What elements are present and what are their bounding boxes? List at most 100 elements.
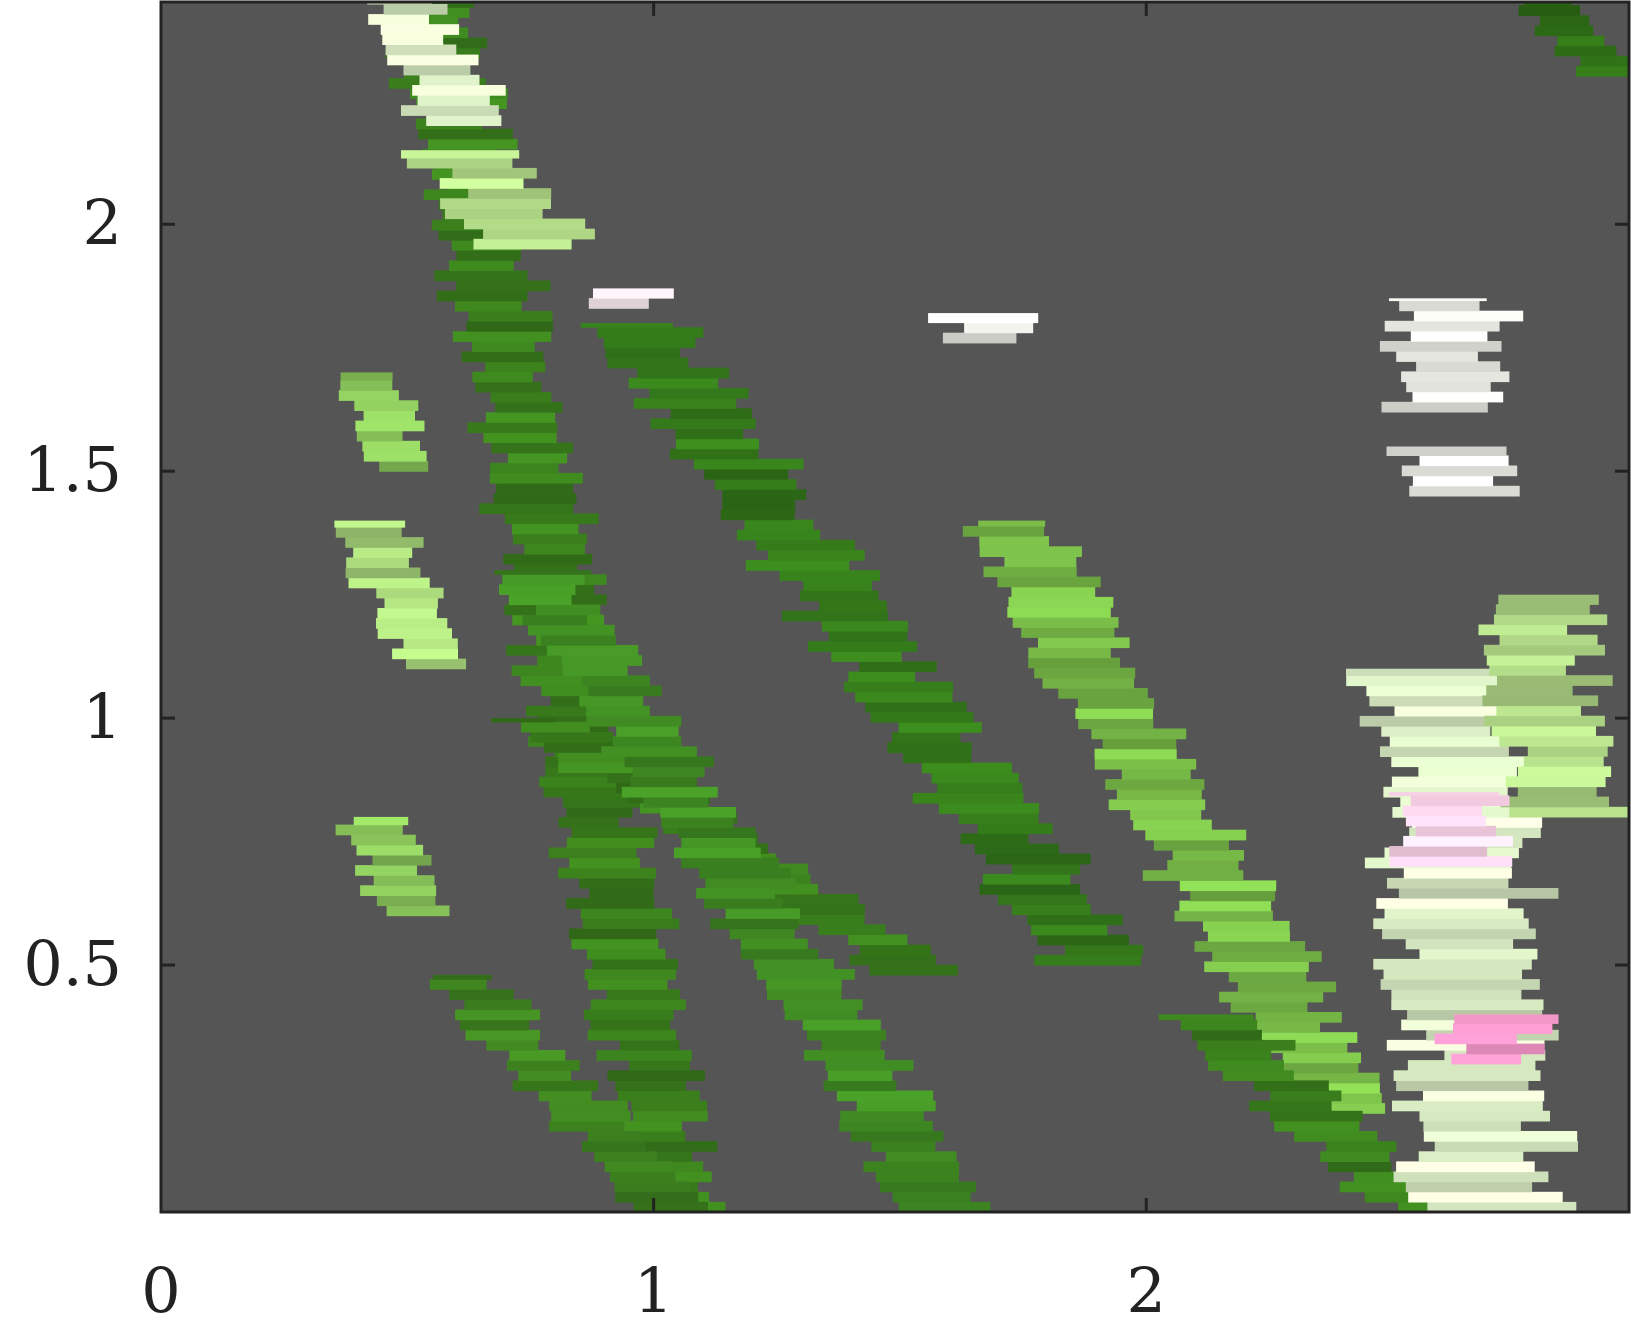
heatmap-cell bbox=[1499, 735, 1614, 747]
heatmap-cell bbox=[485, 412, 556, 423]
heatmap-cell bbox=[1418, 1151, 1524, 1162]
heatmap-cell bbox=[1454, 1014, 1559, 1024]
heatmap-cell bbox=[530, 732, 614, 743]
heatmap-cell bbox=[541, 685, 613, 697]
heatmap-cell bbox=[440, 198, 551, 209]
heatmap-cell bbox=[1497, 675, 1613, 686]
heatmap-cell bbox=[823, 1080, 897, 1092]
heatmap-cell bbox=[747, 883, 819, 895]
heatmap-cell bbox=[1274, 1120, 1360, 1132]
heatmap-cell bbox=[392, 648, 458, 660]
heatmap-cell bbox=[714, 479, 797, 490]
heatmap-cell bbox=[1478, 624, 1568, 636]
heatmap-cell bbox=[417, 95, 490, 106]
heatmap-cell bbox=[649, 388, 749, 399]
heatmap-cell bbox=[800, 590, 879, 602]
heatmap-cell bbox=[1255, 1012, 1342, 1023]
heatmap-cell bbox=[548, 1120, 625, 1132]
heatmap-cell bbox=[562, 796, 644, 808]
heatmap-cell bbox=[960, 833, 1029, 845]
heatmap-cell bbox=[825, 1060, 914, 1071]
heatmap-cell bbox=[348, 577, 430, 589]
heatmap-cell bbox=[401, 150, 520, 159]
heatmap-cell bbox=[1409, 485, 1520, 497]
heatmap-cell bbox=[979, 536, 1049, 547]
axis-ticks bbox=[159, 2, 1629, 1212]
heatmap-cell bbox=[1012, 617, 1119, 628]
heatmap-cell bbox=[465, 1029, 540, 1041]
heatmap-cell bbox=[475, 381, 542, 393]
heatmap-cell bbox=[1203, 920, 1290, 932]
heatmap-cell bbox=[1451, 1053, 1522, 1065]
heatmap-cell bbox=[601, 746, 697, 757]
heatmap-cell bbox=[1034, 667, 1136, 679]
heatmap-cell bbox=[1012, 904, 1091, 915]
heatmap-cell bbox=[619, 1039, 680, 1051]
x-tick-label: 0 bbox=[141, 1254, 180, 1327]
heatmap-cell bbox=[485, 361, 546, 373]
heatmap-cell bbox=[377, 628, 452, 639]
heatmap-cell bbox=[720, 509, 795, 521]
heatmap-cell bbox=[1008, 596, 1114, 608]
heatmap-cell bbox=[1403, 835, 1513, 847]
heatmap-cell bbox=[433, 974, 492, 980]
heatmap-cell bbox=[373, 875, 435, 886]
heatmap-cell bbox=[355, 865, 417, 876]
heatmap-cell bbox=[871, 1141, 936, 1152]
heatmap-cell bbox=[549, 1100, 628, 1112]
heatmap-cell bbox=[756, 969, 855, 980]
heatmap-cell bbox=[1509, 806, 1628, 818]
heatmap-cell bbox=[762, 893, 859, 905]
heatmap-cell bbox=[855, 691, 953, 703]
heatmap-cell bbox=[1434, 1141, 1578, 1152]
heatmap-cell bbox=[1320, 1151, 1390, 1162]
heatmap-cell bbox=[335, 527, 402, 538]
heatmap-cell bbox=[360, 885, 437, 896]
heatmap-cell bbox=[1413, 310, 1524, 322]
heatmap-band-17 bbox=[1478, 594, 1628, 818]
heatmap-cell bbox=[744, 519, 814, 531]
heatmap-cell bbox=[619, 1120, 682, 1132]
heatmap-cell bbox=[1346, 668, 1499, 676]
heatmap-cell bbox=[1499, 634, 1598, 646]
heatmap-cell bbox=[699, 867, 791, 879]
heatmap-cell bbox=[1484, 715, 1605, 727]
heatmap-cell bbox=[921, 762, 1012, 774]
heatmap-cell bbox=[1031, 924, 1108, 936]
heatmap-cell bbox=[579, 877, 655, 889]
heatmap-cell bbox=[766, 979, 842, 990]
heatmap-cell bbox=[1249, 1100, 1332, 1112]
heatmap-cell bbox=[661, 817, 734, 828]
heatmap-cell bbox=[807, 1029, 886, 1041]
heatmap-cell bbox=[1194, 941, 1306, 952]
heatmap-cell bbox=[1058, 688, 1148, 699]
heatmap-cell bbox=[1496, 705, 1581, 717]
heatmap-cell bbox=[1491, 725, 1596, 737]
heatmap-cell bbox=[1253, 1080, 1329, 1092]
heatmap-cell bbox=[848, 934, 908, 946]
heatmap-cell bbox=[385, 44, 457, 56]
heatmap-cell bbox=[704, 469, 789, 480]
heatmap-cell bbox=[455, 300, 522, 312]
heatmap-cell bbox=[466, 321, 554, 332]
heatmap-cell bbox=[406, 157, 513, 169]
heatmap-cell bbox=[1275, 1062, 1359, 1074]
heatmap-cell bbox=[507, 452, 568, 464]
heatmap-cell bbox=[928, 313, 1039, 324]
heatmap-cell bbox=[781, 610, 888, 622]
heatmap-cell bbox=[1381, 726, 1491, 737]
heatmap-cell bbox=[828, 631, 908, 642]
heatmap-cell bbox=[587, 979, 668, 990]
heatmap-cell bbox=[696, 888, 775, 899]
heatmap-band-6 bbox=[962, 520, 1386, 1114]
heatmap-cell bbox=[571, 827, 658, 838]
x-tick-labels: 0 1 2 bbox=[141, 1254, 1166, 1327]
heatmap-cell bbox=[783, 999, 863, 1011]
heatmap-cell bbox=[472, 341, 535, 352]
heatmap-cell bbox=[334, 520, 406, 528]
heatmap-cell bbox=[836, 1090, 934, 1102]
heatmap-cell bbox=[584, 969, 676, 980]
heatmap-cell bbox=[1391, 989, 1522, 1000]
heatmap-cell bbox=[423, 189, 506, 201]
heatmap-cell bbox=[937, 782, 1023, 794]
